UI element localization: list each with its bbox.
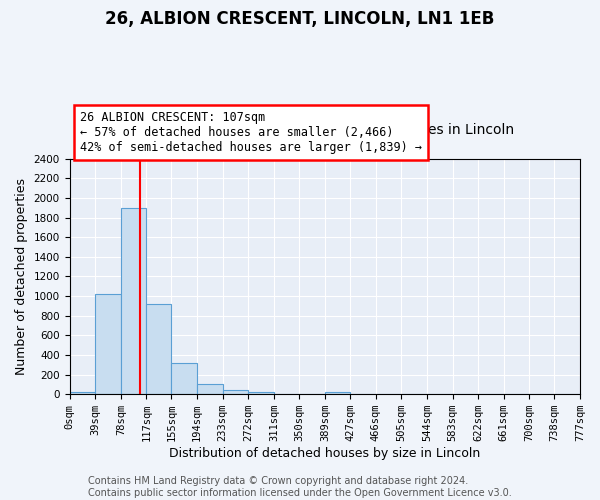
Text: Contains HM Land Registry data © Crown copyright and database right 2024.
Contai: Contains HM Land Registry data © Crown c… <box>88 476 512 498</box>
Bar <box>70 392 95 394</box>
Bar <box>223 390 248 394</box>
Bar <box>248 392 274 394</box>
X-axis label: Distribution of detached houses by size in Lincoln: Distribution of detached houses by size … <box>169 447 481 460</box>
Text: 26, ALBION CRESCENT, LINCOLN, LN1 1EB: 26, ALBION CRESCENT, LINCOLN, LN1 1EB <box>106 10 494 28</box>
Bar <box>95 294 121 394</box>
Bar <box>197 384 223 394</box>
Title: Size of property relative to detached houses in Lincoln: Size of property relative to detached ho… <box>135 122 514 136</box>
Bar <box>146 304 172 394</box>
Bar <box>325 392 350 394</box>
Y-axis label: Number of detached properties: Number of detached properties <box>15 178 28 375</box>
Text: 26 ALBION CRESCENT: 107sqm
← 57% of detached houses are smaller (2,466)
42% of s: 26 ALBION CRESCENT: 107sqm ← 57% of deta… <box>80 111 422 154</box>
Bar <box>121 208 146 394</box>
Bar <box>172 364 197 394</box>
